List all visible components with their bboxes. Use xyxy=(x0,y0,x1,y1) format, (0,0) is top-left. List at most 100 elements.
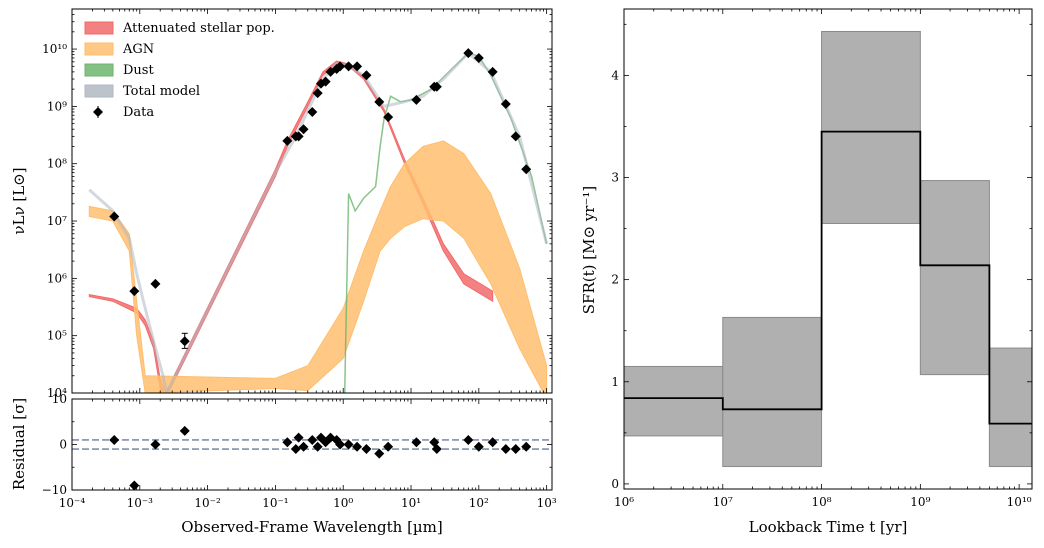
residual-point xyxy=(307,434,318,445)
sed-data-point xyxy=(307,106,318,117)
sed-data-point xyxy=(282,135,293,146)
sfh-uncertainty-band xyxy=(988,347,1032,468)
legend-label: Attenuated stellar pop. xyxy=(122,21,275,36)
sed-data-points xyxy=(109,48,532,349)
sed-data-point xyxy=(335,61,346,72)
sed-data-point xyxy=(383,112,394,123)
legend-data-marker xyxy=(93,107,103,117)
sed-data-point xyxy=(343,61,354,72)
residual-point xyxy=(521,441,532,452)
residual-xtick-label: 10⁻³ xyxy=(127,496,154,510)
sed-data-point xyxy=(179,336,190,347)
residual-point xyxy=(343,439,354,450)
residual-point xyxy=(290,444,301,455)
residual-ticks: 10⁻⁴ 10⁻³ 10⁻² 10⁻¹ 10⁰ 10¹ 10² 10³ −10 0 10 xyxy=(42,392,557,510)
residual-point xyxy=(431,444,442,455)
residual-xtick-label: 10⁰ xyxy=(333,496,353,510)
residual-point xyxy=(473,441,484,452)
sfh-xtick-label: 10¹⁰ xyxy=(1007,495,1032,509)
residual-point xyxy=(335,439,346,450)
sfh-uncertainty-band xyxy=(919,180,990,376)
sfh-x-axis-label: Lookback Time t [yr] xyxy=(749,518,908,536)
residual-point xyxy=(282,437,293,448)
residual-point xyxy=(463,434,474,445)
sfh-panel: 10⁶ 10⁷ 10⁸ 10⁹ 10¹⁰ 0 1 2 3 4 SFR(t) [M⊙ yr⁻¹] L… xyxy=(580,8,1033,536)
residual-point xyxy=(374,448,385,459)
sed-data-point xyxy=(298,124,309,135)
legend-label: AGN xyxy=(122,42,154,57)
sfh-uncertainty-band xyxy=(624,365,724,437)
sed-data-point xyxy=(411,94,422,105)
sfh-xtick-label: 10⁹ xyxy=(910,495,930,509)
sed-y-axis-label: νLν [L⊙] xyxy=(10,167,28,234)
legend-swatch xyxy=(84,42,114,56)
legend-swatch xyxy=(84,21,114,35)
residual-frame xyxy=(71,398,553,491)
sed-data-point xyxy=(129,286,140,297)
sed-data-point xyxy=(510,131,521,142)
residual-point xyxy=(487,437,498,448)
residual-xtick-label: 10⁻⁴ xyxy=(59,496,86,510)
residual-point xyxy=(293,432,304,443)
sed-data-point xyxy=(473,52,484,63)
residual-point xyxy=(510,444,521,455)
sed-data-point xyxy=(521,164,532,175)
residual-panel: 10⁻⁴ 10⁻³ 10⁻² 10⁻¹ 10⁰ 10¹ 10² 10³ −10 0 10 Resid… xyxy=(10,392,557,536)
sed-panel: 10⁴ 10⁵ 10⁶ 10⁷ 10⁸ 10⁹ 10¹⁰ Attenuated stella… xyxy=(10,8,553,400)
residual-point xyxy=(129,480,140,490)
sed-ytick-label: 10⁹ xyxy=(47,99,67,113)
residual-point xyxy=(411,437,422,448)
residual-xtick-label: 10¹ xyxy=(401,496,421,510)
sed-data-point xyxy=(374,96,385,107)
sed-data-point xyxy=(431,81,442,92)
legend-swatch xyxy=(84,84,114,98)
sed-data-point xyxy=(320,76,331,87)
residual-ytick-label: −10 xyxy=(42,483,67,497)
sfh-ytick-label: 4 xyxy=(611,68,619,82)
residual-x-axis-label: Observed-Frame Wavelength [µm] xyxy=(181,518,443,536)
residual-ytick-label: 0 xyxy=(59,438,67,452)
residual-xtick-label: 10² xyxy=(469,496,489,510)
residual-xtick-label: 10³ xyxy=(537,496,557,510)
sfh-uncertainty-band xyxy=(722,316,823,468)
residual-point xyxy=(361,444,372,455)
sfh-ytick-label: 0 xyxy=(611,477,619,491)
residual-point xyxy=(109,434,120,445)
sed-ytick-label: 10⁵ xyxy=(47,329,67,343)
sfh-ticks: 10⁶ 10⁷ 10⁸ 10⁹ 10¹⁰ 0 1 2 3 4 xyxy=(611,9,1032,509)
residual-y-axis-label: Residual [σ] xyxy=(10,398,28,490)
legend-swatch xyxy=(84,63,114,77)
residual-point xyxy=(298,441,309,452)
sed-frame xyxy=(71,8,553,394)
legend-label: Data xyxy=(123,105,154,120)
sed-data-point xyxy=(109,211,120,222)
sed-ytick-label: 10⁸ xyxy=(47,157,67,171)
sed-ytick-label: 10⁶ xyxy=(47,271,67,285)
sed-ytick-label: 10¹⁰ xyxy=(42,42,67,56)
legend-label: Total model xyxy=(123,84,200,99)
sfh-ytick-label: 1 xyxy=(611,375,619,389)
sfh-ytick-label: 3 xyxy=(611,171,619,185)
sfh-xtick-label: 10⁷ xyxy=(713,495,733,509)
sed-data-point xyxy=(352,61,363,72)
residual-point xyxy=(179,425,190,436)
residual-ytick-label: 10 xyxy=(52,392,67,406)
sed-data-point xyxy=(150,278,161,289)
sed-data-point xyxy=(487,66,498,77)
sed-ytick-label: 10⁷ xyxy=(47,214,67,228)
sfh-xtick-label: 10⁸ xyxy=(812,495,832,509)
residual-point xyxy=(352,441,363,452)
sfh-uncertainty-band xyxy=(821,30,921,224)
sfh-median-line xyxy=(624,130,1032,425)
sed-data-point xyxy=(361,70,372,81)
residual-point xyxy=(312,441,323,452)
sed-data-point xyxy=(500,99,511,110)
sed-data-point xyxy=(312,88,323,99)
residual-point xyxy=(500,444,511,455)
sed-data-point xyxy=(293,131,304,142)
residual-xtick-label: 10⁻² xyxy=(194,496,221,510)
residual-point xyxy=(150,439,161,450)
sfh-frame xyxy=(623,8,1033,490)
sfh-bands xyxy=(624,30,1032,468)
